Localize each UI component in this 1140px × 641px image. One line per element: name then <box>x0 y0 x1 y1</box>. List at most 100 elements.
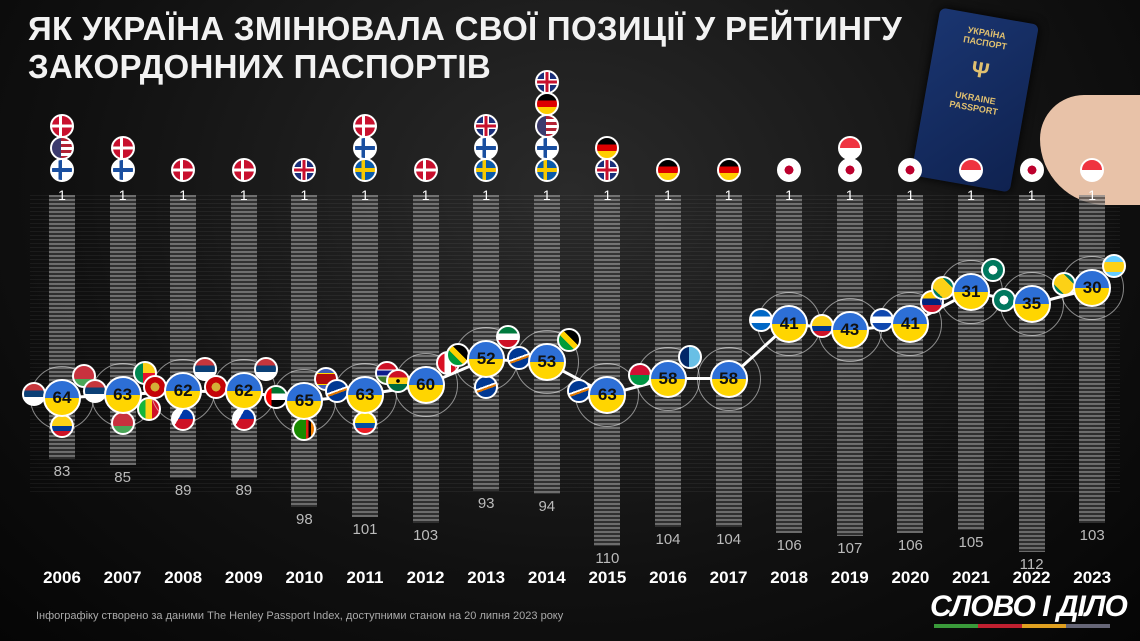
year-label: 2022 <box>1012 568 1051 587</box>
flag-finland-icon <box>50 158 74 182</box>
ukraine-rank-point: 30 <box>1073 269 1112 308</box>
total-positions-label: 94 <box>538 498 556 516</box>
flag-denmark-icon <box>413 158 438 182</box>
ukraine-rank-point: 63 <box>588 375 627 414</box>
flag-singapore-icon <box>837 136 862 160</box>
flag-germany-icon <box>716 158 741 182</box>
flag-uk-icon <box>292 158 317 182</box>
flag-fiji-icon <box>678 344 702 369</box>
flag-denmark-icon <box>231 158 256 182</box>
top-rank-label: 1 <box>906 187 915 203</box>
total-positions-label: 112 <box>1019 556 1044 574</box>
flag-singapore-icon <box>1080 158 1105 182</box>
flag-germany-icon <box>656 158 680 182</box>
position-bar <box>1018 195 1045 553</box>
ukraine-rank-point: 58 <box>649 359 687 398</box>
top-rank-label: 1 <box>421 187 430 203</box>
ukraine-rank-point: 35 <box>1012 285 1051 324</box>
total-positions-label: 110 <box>595 549 620 567</box>
flag-uk-icon <box>474 114 499 138</box>
flag-marshall-islands-icon <box>325 378 349 403</box>
ukraine-rank-point: 53 <box>527 343 566 382</box>
total-positions-label: 101 <box>352 521 378 538</box>
flag-japan-icon <box>837 158 862 182</box>
position-bar <box>291 195 318 508</box>
year-label: 2009 <box>224 568 263 587</box>
position-bar <box>776 195 803 534</box>
total-positions-label: 83 <box>53 463 71 481</box>
flag-denmark-icon <box>171 158 196 182</box>
total-positions-label: 105 <box>958 533 984 551</box>
total-positions-label: 103 <box>413 527 439 545</box>
total-positions-label: 104 <box>655 530 681 548</box>
year-label: 2020 <box>891 568 930 587</box>
total-positions-label: 85 <box>114 469 131 487</box>
position-bar <box>1079 195 1106 524</box>
top-rank-label: 1 <box>1027 187 1036 203</box>
ukraine-rank-point: 58 <box>709 359 748 398</box>
ukraine-rank-point: 41 <box>891 304 930 343</box>
total-positions-label: 106 <box>897 537 923 555</box>
top-rank-label: 1 <box>482 187 491 203</box>
ukraine-rank-point: 64 <box>43 378 81 417</box>
year-label: 2016 <box>649 568 687 587</box>
ukraine-rank-point: 63 <box>103 375 142 414</box>
flag-grenada-icon <box>931 275 955 300</box>
top-rank-label: 1 <box>542 187 551 203</box>
position-bar <box>836 195 863 537</box>
ukraine-rank-point: 52 <box>467 340 506 379</box>
total-positions-label: 98 <box>296 511 313 529</box>
top-rank-label: 1 <box>845 187 854 203</box>
flag-zambia-icon <box>292 417 317 442</box>
top-rank-label: 1 <box>603 187 612 203</box>
year-label: 2011 <box>346 568 384 587</box>
flag-macao-icon <box>981 257 1005 282</box>
total-positions-label: 93 <box>477 495 495 513</box>
position-bar <box>352 195 378 517</box>
flag-colombia-icon <box>809 314 834 339</box>
ukraine-rank-point: 60 <box>406 365 445 404</box>
flag-saint-lucia-icon <box>1102 254 1127 279</box>
ukraine-rank-point: 62 <box>164 372 203 411</box>
top-rank-label: 1 <box>118 187 127 203</box>
top-rank-label: 1 <box>239 187 248 203</box>
year-label: 2019 <box>830 568 869 587</box>
logo-underline <box>934 624 1110 628</box>
top-rank-label: 1 <box>664 187 672 203</box>
flag-denmark-icon <box>50 114 74 138</box>
year-label: 2013 <box>467 568 506 587</box>
ukraine-rank-point: 63 <box>346 375 384 414</box>
year-label: 2018 <box>770 568 809 587</box>
flag-finland-icon <box>353 136 377 160</box>
ukraine-rank-point: 31 <box>952 272 990 311</box>
ukraine-rank-point: 62 <box>224 372 263 411</box>
logo: СЛОВО І ДІЛО <box>930 590 1128 623</box>
top-rank-label: 1 <box>361 187 369 203</box>
ukraine-rank-point: 43 <box>830 311 869 350</box>
year-label: 2006 <box>43 568 81 587</box>
year-label: 2007 <box>103 568 142 587</box>
flag-ghana-icon <box>385 368 410 393</box>
top-rank-label: 1 <box>967 187 975 203</box>
flag-denmark-icon <box>110 136 135 160</box>
flag-japan-icon <box>898 158 923 182</box>
position-ring <box>696 346 761 411</box>
year-label: 2012 <box>406 568 445 587</box>
flag-ecuador-icon <box>353 410 377 435</box>
flag-jamaica-icon <box>556 328 581 353</box>
year-label: 2014 <box>527 568 566 587</box>
flag-japan-icon <box>777 158 802 182</box>
position-bar <box>897 195 924 534</box>
flag-sweden-icon <box>353 158 377 182</box>
ukraine-rank-point: 41 <box>770 304 809 343</box>
ukraine-rank-point: 65 <box>285 382 324 421</box>
total-positions-label: 107 <box>837 540 863 558</box>
flag-finland-icon <box>474 136 499 160</box>
flag-germany-icon <box>595 136 620 160</box>
total-positions-label: 103 <box>1079 527 1105 545</box>
year-label: 2008 <box>164 568 203 587</box>
flag-serbia-icon <box>82 378 107 403</box>
top-rank-label: 1 <box>58 187 66 203</box>
top-rank-label: 1 <box>1088 187 1097 203</box>
